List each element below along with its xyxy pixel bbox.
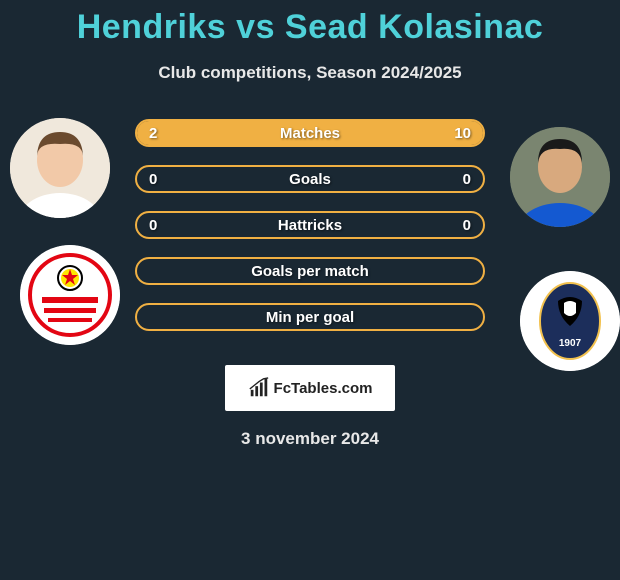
stat-bar: 0 0 Hattricks	[135, 211, 485, 239]
stat-bar: Goals per match	[135, 257, 485, 285]
stat-bar: 2 10 Matches	[135, 119, 485, 147]
stat-label: Goals	[289, 171, 331, 188]
stat-value-right: 10	[454, 125, 471, 142]
comparison-content: 1907 2 10 Matches 0 0 Goals 0 0 Hattricks Goals p…	[0, 113, 620, 353]
club-right-crest: 1907	[520, 271, 620, 371]
player-right-avatar	[510, 127, 610, 227]
stat-bar: 0 0 Goals	[135, 165, 485, 193]
stat-bar: Min per goal	[135, 303, 485, 331]
stat-value-left: 0	[149, 171, 157, 188]
stat-label: Min per goal	[266, 309, 354, 326]
page-title: Hendriks vs Sead Kolasinac	[0, 0, 620, 47]
stat-label: Goals per match	[251, 263, 369, 280]
chart-icon	[248, 377, 270, 399]
stat-value-right: 0	[463, 217, 471, 234]
player-left-portrait	[10, 118, 110, 218]
page-subtitle: Club competitions, Season 2024/2025	[0, 63, 620, 83]
stat-label: Hattricks	[278, 217, 342, 234]
branding-text: FcTables.com	[274, 380, 373, 397]
svg-text:1907: 1907	[559, 338, 582, 349]
date-text: 3 november 2024	[0, 429, 620, 449]
stat-value-left: 0	[149, 217, 157, 234]
bar-fill-left	[137, 121, 195, 145]
player-left-avatar	[10, 118, 110, 218]
stat-value-left: 2	[149, 125, 157, 142]
branding-box: FcTables.com	[225, 365, 395, 411]
club-left-crest-svg	[20, 245, 120, 345]
club-right-crest-svg: 1907	[520, 271, 620, 371]
player-right-portrait	[510, 127, 610, 227]
club-left-crest	[20, 245, 120, 345]
stat-bars: 2 10 Matches 0 0 Goals 0 0 Hattricks Goals per ma…	[135, 119, 485, 349]
stat-value-right: 0	[463, 171, 471, 188]
stat-label: Matches	[280, 125, 340, 142]
